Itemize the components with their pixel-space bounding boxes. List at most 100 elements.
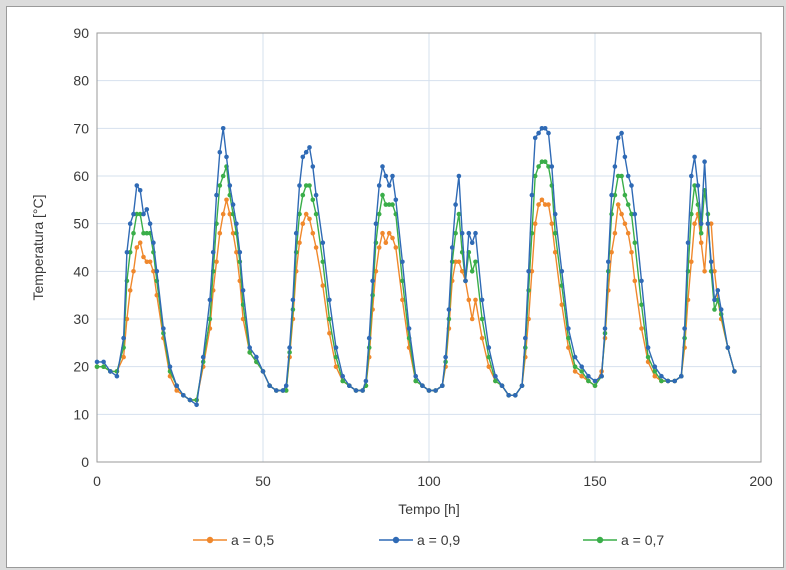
- data-point: [386, 183, 392, 188]
- data-point: [572, 364, 578, 370]
- data-point: [479, 297, 485, 303]
- data-point: [310, 164, 316, 169]
- data-point: [274, 388, 279, 393]
- data-point: [224, 197, 229, 203]
- line-chart: 0 10 20 30 40 50 60 70 80 90 0 50 100 150 200 Tempo […: [30, 25, 773, 548]
- data-point: [161, 326, 166, 331]
- data-point: [420, 383, 425, 389]
- data-point: [297, 211, 302, 217]
- data-point: [469, 316, 475, 322]
- data-point: [327, 331, 332, 336]
- data-point: [406, 326, 412, 331]
- data-point: [254, 354, 259, 360]
- data-point: [549, 164, 555, 169]
- data-point: [552, 211, 558, 217]
- data-point: [652, 373, 658, 379]
- data-point: [137, 188, 143, 193]
- data-point: [539, 197, 545, 203]
- data-point: [144, 207, 150, 212]
- data-point: [619, 173, 624, 179]
- data-point: [519, 383, 525, 389]
- data-point: [131, 211, 136, 217]
- data-point: [283, 388, 289, 393]
- data-point: [320, 259, 326, 265]
- data-point: [141, 230, 146, 236]
- data-point: [141, 254, 146, 260]
- data-point: [214, 192, 219, 198]
- data-point: [247, 350, 252, 355]
- data-point: [400, 297, 405, 303]
- data-point: [499, 383, 505, 389]
- data-point: [632, 240, 638, 245]
- y-tick-label: 10: [73, 406, 89, 422]
- y-tick-labels: 0 10 20 30 40 50 60 70 80 90: [73, 25, 89, 470]
- legend-marker: [206, 536, 214, 544]
- data-point: [453, 259, 458, 265]
- data-point: [536, 130, 541, 136]
- legend-marker: [392, 536, 400, 544]
- data-point: [652, 369, 658, 374]
- data-point: [622, 221, 628, 226]
- data-point: [692, 183, 697, 188]
- data-point: [659, 378, 664, 384]
- data-point: [705, 221, 711, 226]
- x-tick-label: 100: [417, 473, 441, 489]
- data-point: [479, 316, 485, 322]
- data-point: [214, 259, 219, 265]
- data-point: [629, 211, 634, 217]
- legend: a = 0,5 a = 0,9 a = 0,7: [193, 532, 664, 548]
- data-point: [376, 183, 382, 188]
- data-point: [665, 378, 671, 384]
- data-point: [712, 297, 717, 303]
- data-point: [566, 326, 571, 331]
- data-point: [615, 173, 621, 179]
- data-point: [559, 269, 565, 274]
- data-point: [486, 354, 492, 360]
- data-point: [542, 159, 548, 164]
- data-point: [493, 378, 498, 384]
- data-point: [220, 173, 226, 179]
- data-point: [333, 364, 339, 370]
- data-point: [529, 192, 535, 198]
- data-point: [333, 345, 339, 350]
- data-point: [625, 202, 631, 207]
- data-point: [267, 383, 272, 389]
- data-point: [712, 307, 717, 312]
- data-point: [187, 397, 193, 403]
- data-point: [523, 335, 528, 341]
- data-point: [466, 297, 472, 303]
- data-point: [234, 221, 239, 226]
- data-point: [459, 269, 465, 274]
- data-point: [174, 388, 179, 393]
- y-tick-label: 20: [73, 359, 89, 375]
- data-point: [546, 130, 551, 136]
- data-point: [380, 192, 385, 198]
- data-point: [639, 302, 644, 308]
- data-point: [393, 197, 399, 203]
- data-point: [207, 316, 213, 322]
- y-tick-label: 70: [73, 120, 89, 136]
- data-point: [433, 388, 438, 393]
- data-point: [386, 230, 392, 236]
- data-point: [712, 269, 717, 274]
- data-point: [546, 164, 551, 169]
- data-point: [413, 373, 419, 379]
- data-point: [363, 378, 369, 384]
- data-point: [708, 259, 714, 265]
- data-point: [293, 230, 299, 236]
- data-point: [101, 359, 106, 365]
- data-point: [698, 221, 704, 226]
- data-point: [217, 183, 223, 188]
- data-point: [310, 230, 316, 236]
- data-point: [625, 230, 631, 236]
- data-point: [456, 173, 462, 179]
- data-point: [592, 383, 598, 389]
- data-point: [602, 326, 608, 331]
- data-point: [121, 354, 126, 360]
- data-point: [609, 250, 614, 255]
- chart-frame: 0 10 20 30 40 50 60 70 80 90 0 50 100 150 200 Tempo […: [6, 6, 784, 568]
- data-point: [287, 345, 292, 350]
- data-point: [313, 245, 319, 250]
- data-point: [390, 235, 395, 241]
- data-point: [131, 230, 136, 236]
